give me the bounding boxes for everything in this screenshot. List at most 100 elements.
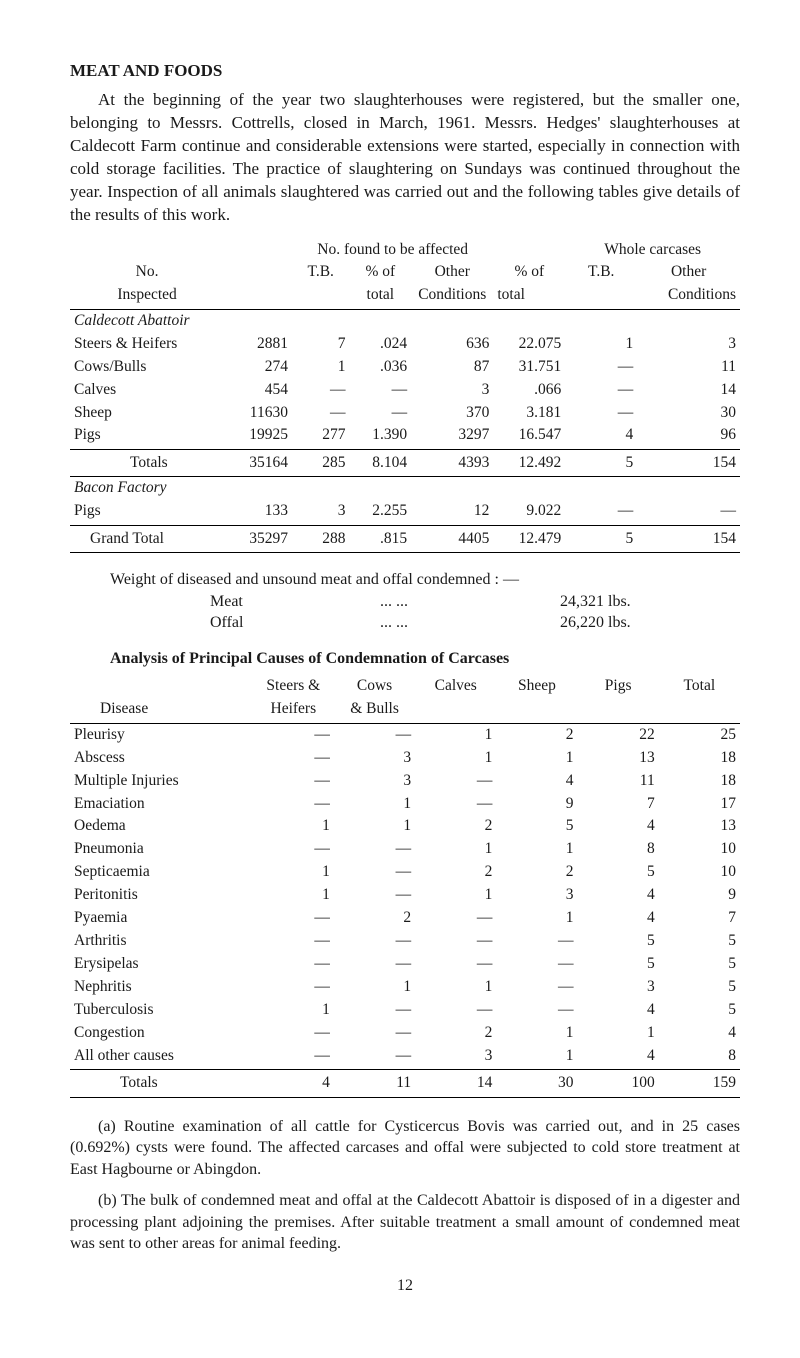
cell: 2	[496, 861, 577, 884]
table-row: Cows/Bulls 274 1 .036 87 31.751 — 11	[70, 356, 740, 379]
cell: —	[253, 930, 334, 953]
cell: 16.547	[493, 424, 565, 447]
cell: 288	[292, 525, 350, 550]
cell: 1	[292, 356, 350, 379]
cell: 5	[659, 999, 740, 1022]
cell: 154	[637, 449, 740, 474]
cell: 13	[578, 747, 659, 770]
cell: 4393	[411, 449, 493, 474]
cell: 7	[659, 907, 740, 930]
cell: —	[496, 930, 577, 953]
cell: 10	[659, 861, 740, 884]
cell: —	[415, 793, 496, 816]
table-row: Sheep 11630 — — 370 3.181 — 30	[70, 402, 740, 425]
cell: Cows/Bulls	[70, 356, 224, 379]
cell: 5	[578, 930, 659, 953]
cell: —	[253, 793, 334, 816]
cell: All other causes	[70, 1045, 253, 1068]
cell: Calves	[70, 379, 224, 402]
cell: Pigs	[70, 500, 224, 523]
table-row: Arthritis————55	[70, 930, 740, 953]
cell: 18	[659, 770, 740, 793]
cell: 4405	[411, 525, 493, 550]
cell: —	[334, 1045, 415, 1068]
cell: Tuberculosis	[70, 999, 253, 1022]
cell: 4	[578, 999, 659, 1022]
cell: 159	[659, 1070, 740, 1095]
header-total: total	[349, 284, 411, 307]
header-affected: No. found to be affected	[292, 239, 493, 262]
weight-dots: ... ...	[380, 612, 560, 634]
cell: —	[415, 953, 496, 976]
cell: 154	[637, 525, 740, 550]
cell: 2881	[224, 333, 292, 356]
cell: Pyaemia	[70, 907, 253, 930]
cell: 133	[224, 500, 292, 523]
cell: 35297	[224, 525, 292, 550]
header-total: Total	[659, 675, 740, 698]
table-row: Tuberculosis1———45	[70, 999, 740, 1022]
cell: —	[253, 1022, 334, 1045]
header-cows1: Cows	[334, 675, 415, 698]
cell: —	[565, 500, 637, 523]
table-row-totals: Totals 35164 285 8.104 4393 12.492 5 154	[70, 449, 740, 474]
header-pigs: Pigs	[578, 675, 659, 698]
cell: 5	[659, 930, 740, 953]
cell: 14	[415, 1070, 496, 1095]
cell: 2	[334, 907, 415, 930]
rule	[70, 1095, 740, 1097]
condemnation-table: Steers & Cows Calves Sheep Pigs Total Di…	[70, 675, 740, 1097]
weight-title: Weight of diseased and unsound meat and …	[110, 569, 740, 591]
cell: —	[334, 930, 415, 953]
header-pctof2: % of	[493, 261, 565, 284]
header-sheep: Sheep	[496, 675, 577, 698]
cell: —	[253, 747, 334, 770]
cell: 3297	[411, 424, 493, 447]
table-row: Nephritis—11—35	[70, 976, 740, 999]
cell: 4	[578, 907, 659, 930]
header-inspected: Inspected	[70, 284, 224, 307]
cell: 4	[496, 770, 577, 793]
cell: Septicaemia	[70, 861, 253, 884]
cell: .024	[349, 333, 411, 356]
table-row: Emaciation—1—9717	[70, 793, 740, 816]
cell: 5	[565, 449, 637, 474]
table-row: Steers & Heifers 2881 7 .024 636 22.075 …	[70, 333, 740, 356]
cell: 2	[415, 815, 496, 838]
cell: 11	[578, 770, 659, 793]
cell: 274	[224, 356, 292, 379]
cell: 17	[659, 793, 740, 816]
page-number: 12	[70, 1275, 740, 1297]
cell: 3	[496, 884, 577, 907]
cell: 87	[411, 356, 493, 379]
cell: 3	[334, 747, 415, 770]
cell: 31.751	[493, 356, 565, 379]
cell: 1	[253, 884, 334, 907]
cell: 4	[253, 1070, 334, 1095]
header-whole: Whole carcases	[565, 239, 740, 262]
cell: 11	[637, 356, 740, 379]
cell: 12.492	[493, 449, 565, 474]
cell: 1	[253, 815, 334, 838]
cell: —	[334, 884, 415, 907]
cell: 1	[496, 1022, 577, 1045]
header-disease: Disease	[70, 698, 253, 721]
cell: 1	[565, 333, 637, 356]
cell: 30	[637, 402, 740, 425]
cell: Emaciation	[70, 793, 253, 816]
cell: Peritonitis	[70, 884, 253, 907]
cell: 10	[659, 838, 740, 861]
cell: 4	[578, 1045, 659, 1068]
cell: —	[565, 379, 637, 402]
cell: 25	[659, 723, 740, 746]
table-row: Pigs 19925 277 1.390 3297 16.547 4 96	[70, 424, 740, 447]
cell: 4	[565, 424, 637, 447]
cell: 22	[578, 723, 659, 746]
cell: —	[253, 838, 334, 861]
cell: Oedema	[70, 815, 253, 838]
cell: —	[334, 999, 415, 1022]
cell: 9	[659, 884, 740, 907]
weight-offal-value: 26,220 lbs.	[560, 612, 631, 634]
table-row: Pigs 133 3 2.255 12 9.022 — —	[70, 500, 740, 523]
cell: 1	[496, 907, 577, 930]
